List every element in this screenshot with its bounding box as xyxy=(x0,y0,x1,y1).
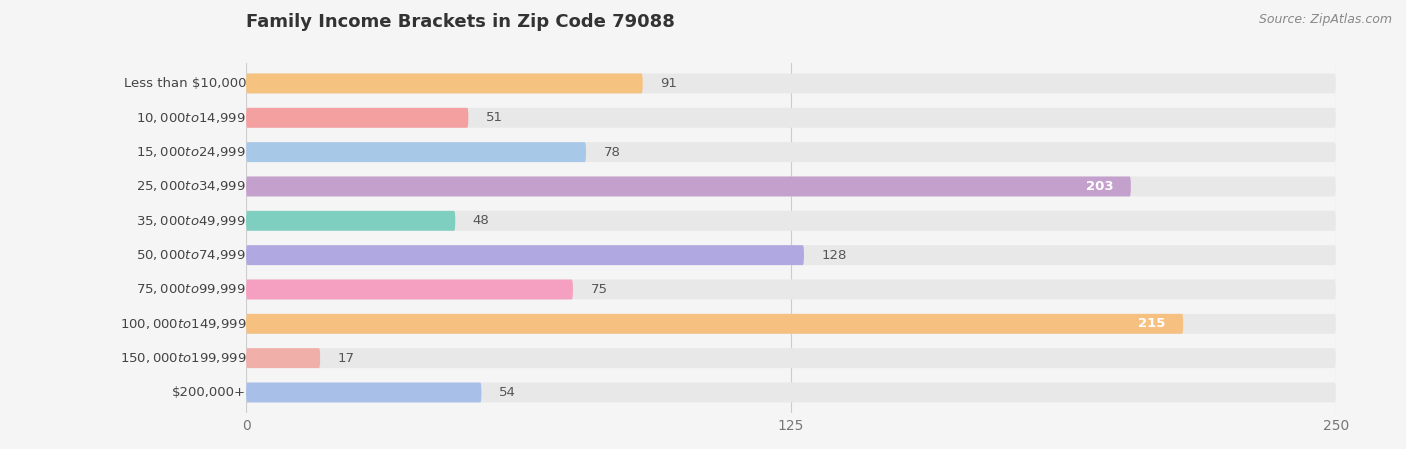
FancyBboxPatch shape xyxy=(246,176,1336,196)
FancyBboxPatch shape xyxy=(246,245,1336,265)
Text: 54: 54 xyxy=(499,386,516,399)
Text: $150,000 to $199,999: $150,000 to $199,999 xyxy=(120,351,246,365)
FancyBboxPatch shape xyxy=(246,108,468,128)
Text: Less than $10,000: Less than $10,000 xyxy=(124,77,246,90)
Text: 78: 78 xyxy=(603,145,620,158)
Text: $35,000 to $49,999: $35,000 to $49,999 xyxy=(136,214,246,228)
FancyBboxPatch shape xyxy=(246,280,574,299)
Text: $75,000 to $99,999: $75,000 to $99,999 xyxy=(136,282,246,296)
Text: Source: ZipAtlas.com: Source: ZipAtlas.com xyxy=(1258,13,1392,26)
Text: 51: 51 xyxy=(486,111,503,124)
FancyBboxPatch shape xyxy=(246,142,1336,162)
Text: 128: 128 xyxy=(821,249,846,262)
Text: 91: 91 xyxy=(661,77,678,90)
FancyBboxPatch shape xyxy=(246,348,1336,368)
FancyBboxPatch shape xyxy=(246,142,586,162)
FancyBboxPatch shape xyxy=(246,280,1336,299)
FancyBboxPatch shape xyxy=(246,108,1336,128)
FancyBboxPatch shape xyxy=(246,314,1184,334)
Text: $15,000 to $24,999: $15,000 to $24,999 xyxy=(136,145,246,159)
Text: $50,000 to $74,999: $50,000 to $74,999 xyxy=(136,248,246,262)
FancyBboxPatch shape xyxy=(246,74,1336,93)
FancyBboxPatch shape xyxy=(246,314,1336,334)
FancyBboxPatch shape xyxy=(246,245,804,265)
Text: 48: 48 xyxy=(472,214,489,227)
Text: 17: 17 xyxy=(337,352,354,365)
FancyBboxPatch shape xyxy=(246,176,1130,196)
FancyBboxPatch shape xyxy=(246,211,1336,231)
Text: $25,000 to $34,999: $25,000 to $34,999 xyxy=(136,180,246,194)
Text: $100,000 to $149,999: $100,000 to $149,999 xyxy=(120,317,246,331)
Text: $10,000 to $14,999: $10,000 to $14,999 xyxy=(136,111,246,125)
Text: Family Income Brackets in Zip Code 79088: Family Income Brackets in Zip Code 79088 xyxy=(246,13,675,31)
Text: 75: 75 xyxy=(591,283,607,296)
Text: 215: 215 xyxy=(1139,317,1166,330)
FancyBboxPatch shape xyxy=(246,383,481,402)
Text: 203: 203 xyxy=(1085,180,1114,193)
FancyBboxPatch shape xyxy=(246,74,643,93)
FancyBboxPatch shape xyxy=(246,348,321,368)
FancyBboxPatch shape xyxy=(246,383,1336,402)
FancyBboxPatch shape xyxy=(246,211,456,231)
Text: $200,000+: $200,000+ xyxy=(172,386,246,399)
